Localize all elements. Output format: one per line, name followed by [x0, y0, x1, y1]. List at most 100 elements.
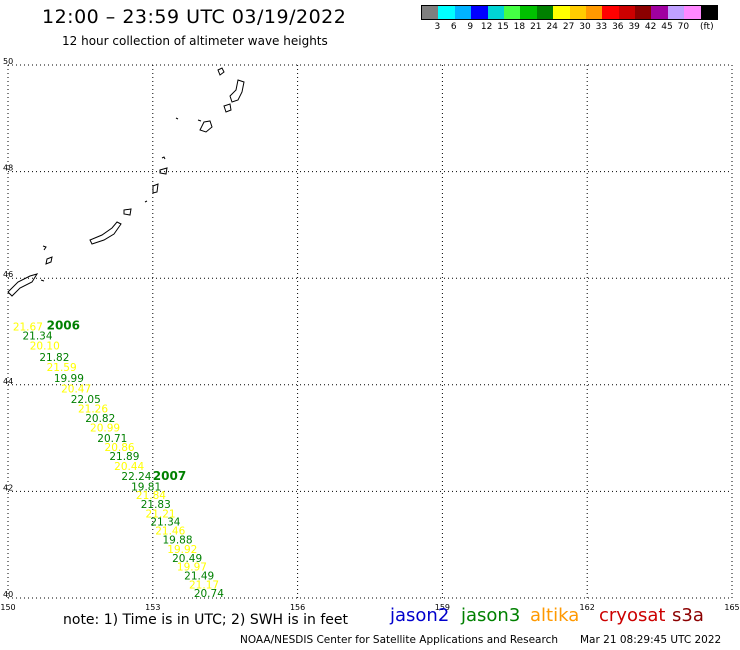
wave-height-value: 21.21 — [146, 509, 176, 521]
wave-height-value: 20.99 — [90, 423, 120, 435]
wave-height-value: 21.84 — [136, 490, 166, 502]
pass-time-label: 2006 — [47, 318, 80, 332]
wave-height-tracks: 21.6721.3420.1021.8221.5919.9920.4722.05… — [13, 318, 224, 600]
island — [217, 67, 225, 76]
legend-swatch — [569, 6, 586, 19]
legend-tick-label: 39 — [628, 22, 640, 32]
longitude-tick-label: 153 — [145, 603, 160, 612]
legend-tick-label: 9 — [467, 22, 474, 32]
legend-tick-label: 36 — [612, 22, 624, 32]
island — [123, 208, 132, 216]
wave-height-value: 21.17 — [189, 579, 219, 591]
legend-tick-label: 45 — [661, 22, 673, 32]
legend-swatch — [438, 6, 455, 19]
wave-height-value: 20.47 — [61, 383, 91, 395]
longitude-tick-label: 162 — [580, 603, 595, 612]
map-subtitle: 12 hour collection of altimeter wave hei… — [62, 34, 328, 48]
longitude-tick-label: 150 — [0, 603, 15, 612]
island — [229, 79, 245, 103]
legend-swatch — [667, 6, 685, 19]
wave-height-value: 21.34 — [22, 330, 52, 342]
legend-swatch — [651, 6, 668, 19]
wave-height-value: 22.05 — [71, 394, 101, 406]
wave-height-color-legend: 3 6 9 12 15 18 21 24 27 30 33 36 39 42 45 70 (ft) — [421, 5, 719, 34]
wave-height-value: 19.99 — [54, 373, 84, 385]
latitude-tick-label: 44 — [3, 377, 13, 386]
latitude-tick-label: 42 — [3, 483, 13, 492]
wave-height-value: 21.82 — [39, 352, 69, 364]
legend-tick-label: 27 — [562, 22, 575, 32]
wave-height-value: 21.59 — [47, 362, 77, 374]
generated-timestamp: Mar 21 08:29:45 UTC 2022 — [580, 634, 722, 646]
legend-swatch — [602, 6, 619, 19]
island — [152, 183, 159, 194]
wave-height-value: 20.82 — [85, 413, 115, 425]
legend-unit: (ft) — [700, 22, 714, 32]
wave-height-value: 22.24 — [121, 471, 151, 483]
legend-tick-label: 12 — [480, 22, 493, 32]
legend-swatch — [422, 6, 439, 19]
legend-swatch — [635, 6, 652, 19]
legend-swatch — [503, 6, 521, 19]
legend-swatch — [536, 6, 554, 19]
longitude-tick-label: 159 — [435, 603, 450, 612]
island — [144, 200, 148, 203]
latitude-tick-label: 50 — [3, 57, 13, 66]
legend-tick-label: 30 — [579, 22, 591, 32]
longitude-tick-label: 165 — [724, 603, 739, 612]
wave-height-value: 19.81 — [131, 481, 161, 493]
wave-height-value: 21.89 — [109, 451, 139, 463]
wave-height-value: 21.49 — [184, 570, 214, 582]
wave-height-value: 21.46 — [155, 526, 185, 538]
island — [45, 256, 53, 265]
legend-tick-label: 18 — [513, 22, 526, 32]
island — [7, 273, 39, 297]
island — [89, 221, 122, 245]
wave-height-value: 20.86 — [105, 442, 135, 454]
pass-time-label: 2007 — [153, 469, 186, 483]
legend-swatch — [487, 6, 504, 19]
legend-tick-label: 42 — [644, 22, 657, 32]
legend-tick-label: 70 — [677, 22, 690, 32]
satellite-label-cryosat: cryosat — [599, 605, 666, 626]
wave-height-value: 20.10 — [30, 341, 60, 353]
legend-tick-label: 15 — [497, 22, 509, 32]
satellite-label-jason2: jason2 — [390, 605, 450, 626]
legend-swatch — [684, 6, 701, 19]
legend-swatch — [471, 6, 488, 19]
legend-tick-label: 24 — [546, 22, 558, 32]
wave-height-value: 21.34 — [150, 517, 180, 529]
legend-swatch — [454, 6, 472, 19]
island — [40, 279, 45, 282]
latitude-tick-label: 46 — [3, 270, 13, 279]
legend-tick-label: 21 — [530, 22, 542, 32]
island — [175, 117, 179, 120]
axis-labels: 50 48 46 44 42 40 150 153 156 159 162 165 — [0, 57, 739, 612]
legend-swatch — [553, 6, 570, 19]
wave-height-value: 20.44 — [114, 461, 144, 473]
satellite-label-jason3: jason3 — [461, 605, 521, 626]
wave-height-value: 20.74 — [194, 588, 224, 600]
island — [199, 120, 213, 133]
lat-lon-grid — [7, 64, 733, 599]
legend-labels: 3 6 9 12 15 18 21 24 27 30 33 36 39 42 45 70 (ft) — [421, 20, 718, 34]
latitude-tick-label: 48 — [3, 164, 13, 173]
wave-height-value: 21.26 — [78, 404, 108, 416]
legend-swatch — [520, 6, 537, 19]
wave-height-value: 21.83 — [141, 499, 171, 511]
wave-height-value: 19.97 — [177, 561, 207, 573]
coastline-kuril-islands — [7, 67, 245, 297]
latitude-tick-label: 40 — [3, 590, 13, 599]
legend-swatch — [618, 6, 636, 19]
units-note: note: 1) Time is in UTC; 2) SWH is in fe… — [63, 612, 349, 628]
island — [197, 119, 202, 122]
wave-height-value: 21.67 — [13, 321, 43, 333]
legend-swatch — [585, 6, 603, 19]
longitude-tick-label: 156 — [290, 603, 305, 612]
credit-line: NOAA/NESDIS Center for Satellite Applica… — [240, 634, 558, 646]
legend-tick-label: 6 — [450, 22, 457, 32]
legend-tick-label: 3 — [434, 22, 441, 32]
map-title: 12:00 – 23:59 UTC 03/19/2022 — [42, 6, 347, 28]
satellite-label-altika: altika — [530, 605, 580, 626]
